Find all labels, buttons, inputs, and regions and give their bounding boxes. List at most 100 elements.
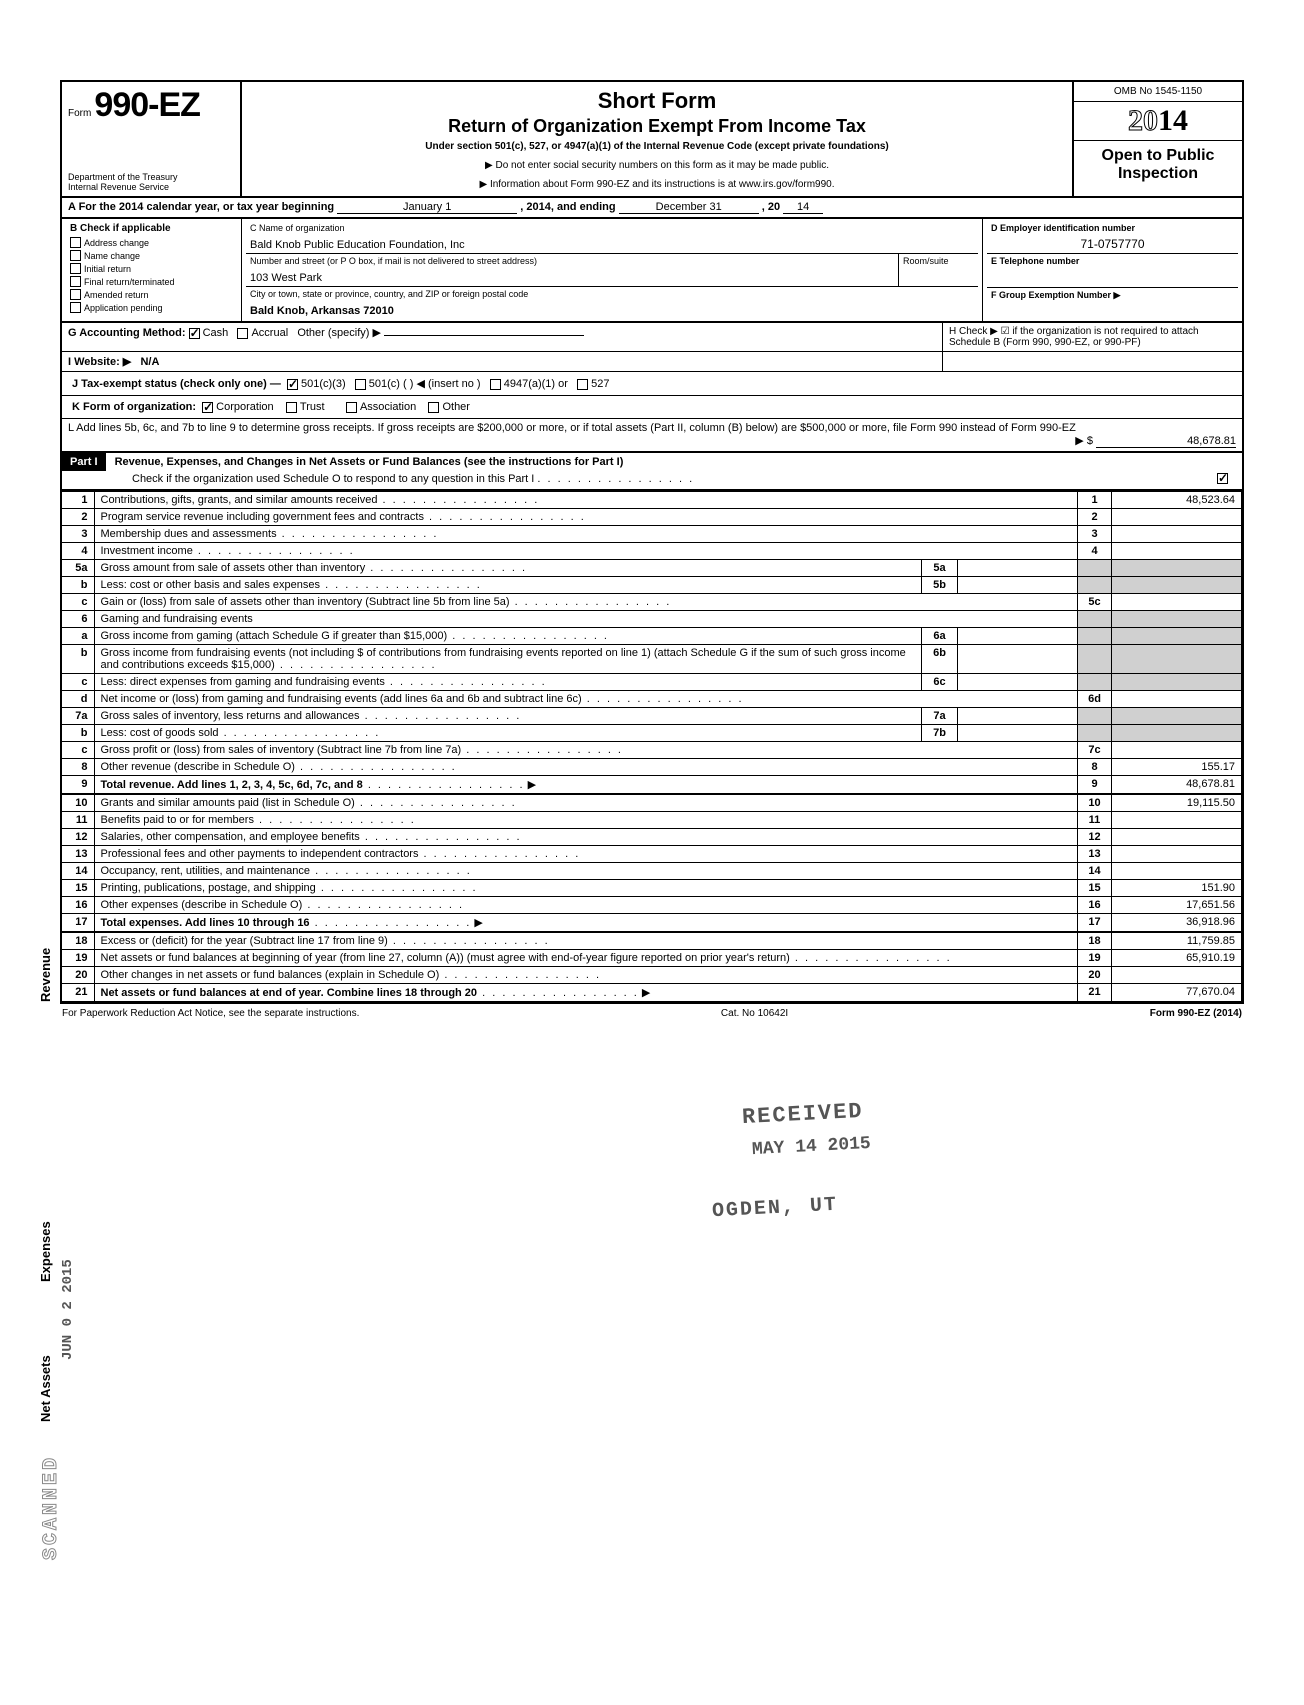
box-def: D Employer identification number 71-0757… — [982, 219, 1242, 321]
part1-label: Part I — [62, 453, 106, 471]
stamp-date: MAY 14 2015 — [752, 1134, 872, 1160]
side-netassets: Net Assets — [38, 1355, 53, 1422]
website-value[interactable]: N/A — [140, 356, 159, 368]
omb-number: OMB No 1545-1150 — [1074, 82, 1242, 102]
ein[interactable]: 71-0757770 — [991, 233, 1234, 251]
form-number: 990-EZ — [94, 86, 200, 124]
checkbox-cash[interactable] — [189, 328, 200, 339]
line-18: 18Excess or (deficit) for the year (Subt… — [62, 932, 1242, 950]
footer: For Paperwork Reduction Act Notice, see … — [60, 1004, 1244, 1023]
year-suffix[interactable]: 14 — [783, 201, 823, 214]
box-e-label: E Telephone number — [991, 256, 1234, 266]
row-l: L Add lines 5b, 6c, and 7b to line 9 to … — [62, 419, 1242, 453]
line-9: 9Total revenue. Add lines 1, 2, 3, 4, 5c… — [62, 776, 1242, 795]
checkbox-501c[interactable] — [355, 379, 366, 390]
row-g: G Accounting Method: Cash Accrual Other … — [62, 323, 942, 351]
box-c: C Name of organization Bald Knob Public … — [242, 219, 982, 321]
line-11: 11Benefits paid to or for members11 — [62, 812, 1242, 829]
line-19: 19Net assets or fund balances at beginni… — [62, 950, 1242, 967]
checkbox-schedule-o[interactable] — [1217, 473, 1228, 484]
city-label: City or town, state or province, country… — [250, 289, 974, 299]
footer-left: For Paperwork Reduction Act Notice, see … — [62, 1008, 359, 1019]
line-15: 15Printing, publications, postage, and s… — [62, 880, 1242, 897]
dept-treasury: Department of the Treasury Internal Reve… — [68, 172, 234, 192]
main-title: Return of Organization Exempt From Incom… — [250, 116, 1064, 137]
line-7a: 7aGross sales of inventory, less returns… — [62, 708, 1242, 725]
open-to-public: Open to Public Inspection — [1074, 141, 1242, 189]
note-ssn: ▶ Do not enter social security numbers o… — [250, 160, 1064, 171]
addr-label: Number and street (or P O box, if mail i… — [250, 256, 894, 266]
line-12: 12Salaries, other compensation, and empl… — [62, 829, 1242, 846]
line-6a: aGross income from gaming (attach Schedu… — [62, 628, 1242, 645]
box-b-item[interactable]: Amended return — [66, 288, 237, 301]
box-b: B Check if applicable Address changeName… — [62, 219, 242, 321]
checkbox-trust[interactable] — [286, 402, 297, 413]
row-j: J Tax-exempt status (check only one) — 5… — [62, 372, 1242, 396]
side-revenue: Revenue — [38, 948, 53, 1002]
line-5b: bLess: cost or other basis and sales exp… — [62, 577, 1242, 594]
line-2: 2Program service revenue including gover… — [62, 509, 1242, 526]
tax-year: 2014 — [1074, 102, 1242, 141]
part1-header: Part I Revenue, Expenses, and Changes in… — [62, 453, 1242, 491]
note-info: ▶ Information about Form 990-EZ and its … — [250, 179, 1064, 190]
box-c-label: C Name of organization — [250, 223, 974, 233]
line-16: 16Other expenses (describe in Schedule O… — [62, 897, 1242, 914]
short-form-title: Short Form — [250, 88, 1064, 114]
footer-center: Cat. No 10642I — [721, 1008, 788, 1019]
checkbox-4947[interactable] — [490, 379, 501, 390]
box-b-item[interactable]: Name change — [66, 249, 237, 262]
line-17: 17Total expenses. Add lines 10 through 1… — [62, 914, 1242, 933]
row-gh: G Accounting Method: Cash Accrual Other … — [62, 323, 1242, 352]
line-3: 3Membership dues and assessments3 — [62, 526, 1242, 543]
line-5c: cGain or (loss) from sale of assets othe… — [62, 594, 1242, 611]
line-6b: bGross income from fundraising events (n… — [62, 645, 1242, 674]
checkbox-other-org[interactable] — [428, 402, 439, 413]
line-14: 14Occupancy, rent, utilities, and mainte… — [62, 863, 1242, 880]
checkbox-527[interactable] — [577, 379, 588, 390]
header-right: OMB No 1545-1150 2014 Open to Public Ins… — [1072, 82, 1242, 196]
box-f-label: F Group Exemption Number ▶ — [991, 290, 1234, 301]
line-6d: dNet income or (loss) from gaming and fu… — [62, 691, 1242, 708]
checkbox-501c3[interactable] — [287, 379, 298, 390]
form-990ez: Form 990-EZ Department of the Treasury I… — [60, 80, 1244, 1004]
stamp-received: RECEIVED — [741, 1099, 864, 1130]
line-13: 13Professional fees and other payments t… — [62, 846, 1242, 863]
box-b-item[interactable]: Initial return — [66, 262, 237, 275]
checkbox-accrual[interactable] — [237, 328, 248, 339]
row-k: K Form of organization: Corporation Trus… — [62, 396, 1242, 419]
checkbox-assoc[interactable] — [346, 402, 357, 413]
box-d-label: D Employer identification number — [991, 223, 1234, 233]
street[interactable]: 103 West Park — [250, 266, 894, 284]
side-expenses: Expenses — [38, 1221, 53, 1282]
subtitle: Under section 501(c), 527, or 4947(a)(1)… — [250, 141, 1064, 152]
other-method[interactable] — [384, 335, 584, 336]
header-center: Short Form Return of Organization Exempt… — [242, 82, 1072, 196]
row-a-tax-year: A For the 2014 calendar year, or tax yea… — [62, 198, 1242, 219]
line-4: 4Investment income4 — [62, 543, 1242, 560]
city-state-zip[interactable]: Bald Knob, Arkansas 72010 — [250, 299, 974, 317]
line-21: 21Net assets or fund balances at end of … — [62, 984, 1242, 1002]
room-suite-label: Room/suite — [898, 254, 978, 286]
row-i: I Website: ▶ N/A — [62, 352, 1242, 372]
year-begin[interactable]: January 1 — [337, 201, 517, 214]
year-end[interactable]: December 31 — [619, 201, 759, 214]
box-b-item[interactable]: Final return/terminated — [66, 275, 237, 288]
checkbox-corp[interactable] — [202, 402, 213, 413]
line-7b: bLess: cost of goods sold7b — [62, 725, 1242, 742]
line-10: 10Grants and similar amounts paid (list … — [62, 794, 1242, 812]
form-label: Form — [68, 108, 91, 119]
gross-receipts[interactable]: 48,678.81 — [1096, 435, 1236, 448]
lines-table: 1Contributions, gifts, grants, and simil… — [62, 491, 1242, 1002]
stamp-jun: JUN 0 2 2015 — [60, 1259, 76, 1360]
box-b-item[interactable]: Application pending — [66, 301, 237, 314]
box-b-item[interactable]: Address change — [66, 236, 237, 249]
header-left: Form 990-EZ Department of the Treasury I… — [62, 82, 242, 196]
line-7c: cGross profit or (loss) from sales of in… — [62, 742, 1242, 759]
box-b-head: B Check if applicable — [66, 221, 237, 236]
part1-title: Revenue, Expenses, and Changes in Net As… — [109, 453, 630, 471]
form-header: Form 990-EZ Department of the Treasury I… — [62, 82, 1242, 198]
stamp-scanned: SCANNED — [40, 1455, 63, 1560]
line-1: 1Contributions, gifts, grants, and simil… — [62, 492, 1242, 509]
org-name[interactable]: Bald Knob Public Education Foundation, I… — [250, 233, 974, 251]
row-h: H Check ▶ ☑ if the organization is not r… — [942, 323, 1242, 351]
